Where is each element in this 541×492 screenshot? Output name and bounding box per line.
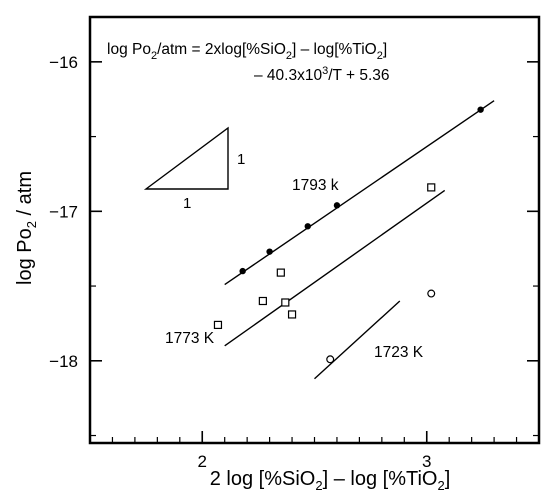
y-tick-label: −16	[49, 53, 78, 72]
x-axis-label-part: 2 log [%SiO	[210, 468, 316, 490]
fit-line-1773-k	[224, 189, 446, 347]
x-axis-label-subscript: 2	[437, 478, 444, 492]
x-axis-label-part: ]	[445, 468, 451, 490]
equation-superscript: 3	[322, 65, 328, 77]
series-1793-k: 1793 k	[224, 100, 495, 286]
data-point-1773-k	[258, 296, 267, 306]
series-layer: 1793 k 1773 K 1723 K	[165, 100, 495, 380]
y-axis-label-part: / atm	[14, 171, 36, 221]
data-point-1723-k	[427, 289, 436, 298]
equation-subscript: 2	[151, 50, 157, 62]
series-label-1723-k: 1723 K	[374, 344, 424, 361]
data-point-1773-k	[281, 298, 290, 307]
data-point-1773-k	[287, 310, 297, 319]
x-axis-label-part: ] – log [%TiO	[323, 468, 438, 490]
axes: 2 3 −16 −17 −18	[49, 53, 539, 471]
fit-line-1723-k	[314, 300, 401, 380]
x-tick-label: 2	[198, 452, 207, 471]
slope-triangle: 1 1	[143, 126, 245, 212]
data-point-1773-k	[276, 268, 285, 277]
data-point-1793-k	[266, 248, 273, 255]
equation-part: /T + 5.36	[328, 67, 389, 84]
equation-part: ]	[383, 41, 387, 58]
data-point-1793-k	[239, 267, 246, 275]
y-axis-label-part: log Po	[14, 228, 36, 285]
y-axis-label: log Po2 / atm	[14, 171, 39, 285]
equation-line-2: – 40.3x103/T + 5.36	[254, 65, 390, 84]
equation-part: – 40.3x10	[254, 67, 322, 84]
x-axis-label-subscript: 2	[315, 478, 322, 492]
series-label-1793-k: 1793 k	[292, 177, 339, 194]
y-tick-label: −18	[49, 352, 78, 371]
equation-part: /atm = 2xlog[%SiO	[157, 41, 286, 58]
equation-subscript: 2	[286, 50, 292, 62]
y-tick-label: −17	[49, 202, 78, 221]
slope-triangle-rise-label: 1	[237, 151, 245, 168]
equation-part: log Po	[107, 41, 151, 58]
y-axis-label-subscript: 2	[24, 221, 39, 228]
equation-part: ] – log[%TiO	[292, 41, 377, 58]
fit-line-1793-k	[224, 100, 495, 286]
data-point-1723-k	[326, 355, 335, 364]
series-1773-k: 1773 K	[165, 183, 446, 347]
x-tick-label: 3	[422, 452, 431, 471]
x-axis-label: 2 log [%SiO2] – log [%TiO2]	[210, 468, 451, 492]
series-label-1773-k: 1773 K	[165, 330, 215, 347]
data-point-1793-k	[304, 223, 311, 230]
data-point-1773-k	[427, 183, 436, 192]
slope-triangle-shape	[143, 126, 229, 190]
slope-triangle-run-label: 1	[183, 195, 191, 212]
data-point-1793-k	[333, 202, 341, 209]
equation-subscript: 2	[377, 50, 383, 62]
data-point-1793-k	[477, 106, 484, 113]
data-point-1773-k	[213, 320, 223, 330]
series-1723-k: 1723 K	[314, 289, 436, 380]
equation-line-1: log Po2/atm = 2xlog[%SiO2] – log[%TiO2]	[107, 41, 387, 62]
